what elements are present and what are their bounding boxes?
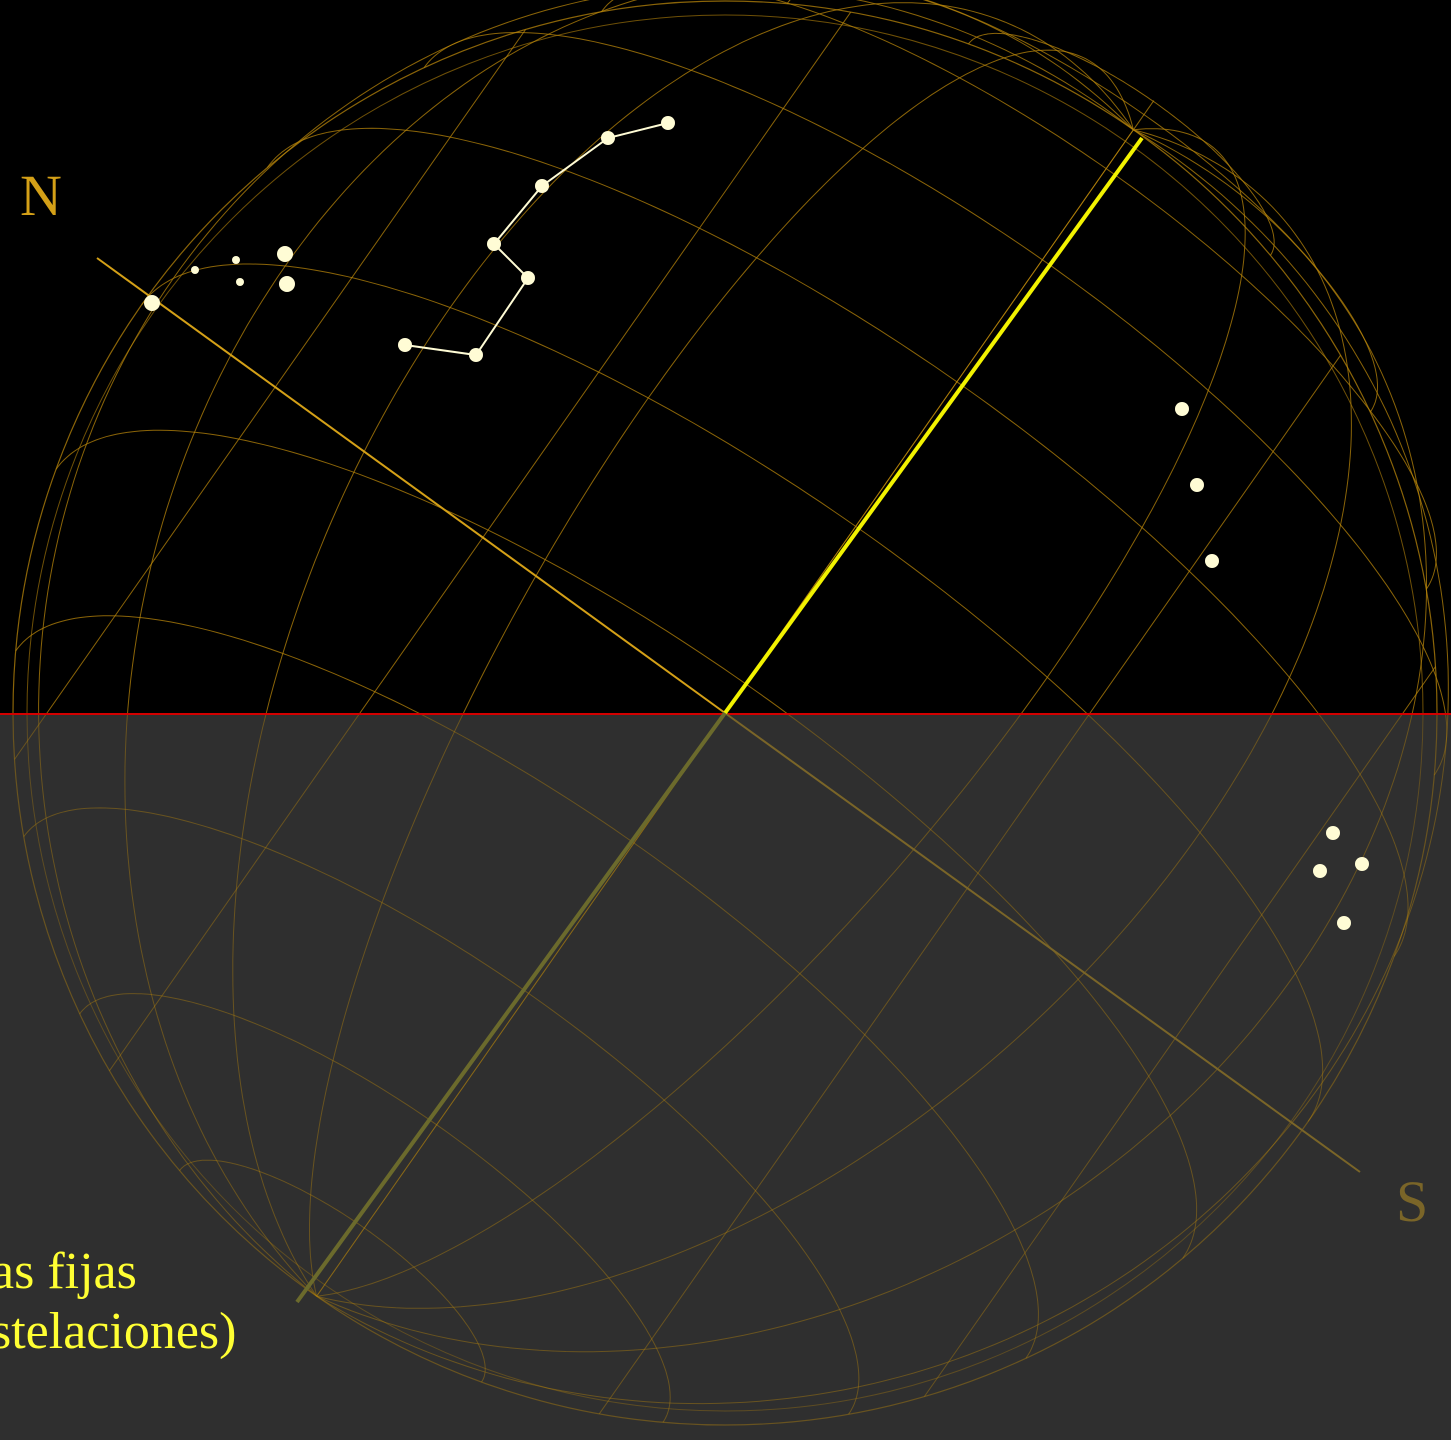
hour-circle: [265, 2, 1134, 714]
star: [191, 266, 199, 274]
caption-line-1: as fijas: [0, 1243, 137, 1300]
hour-circle: [316, 714, 1022, 1297]
hour-circle: [38, 0, 1134, 714]
declination-parallel: [79, 993, 671, 1423]
celestial-grid-below: [12, 714, 1449, 1426]
star: [144, 295, 160, 311]
caption: as fijas stelaciones): [0, 1242, 236, 1362]
hour-circle: [1133, 129, 1449, 714]
hour-circle: [124, 714, 317, 1297]
star: [279, 276, 295, 292]
hour-circle: [316, 714, 725, 1297]
star: [1175, 402, 1189, 416]
hour-circle: [1133, 129, 1427, 714]
grid-line: [923, 714, 1403, 1397]
polar-axis-south: [724, 712, 1361, 1173]
bright-line-below: [295, 711, 727, 1304]
grid-line: [316, 714, 725, 1297]
declination-parallel: [179, 1159, 486, 1383]
star: [521, 271, 535, 285]
grid-line: [598, 714, 1090, 1415]
stars: [144, 116, 1369, 930]
star: [1337, 916, 1351, 930]
hour-circle: [1020, 128, 1246, 714]
star: [236, 278, 244, 286]
star: [535, 179, 549, 193]
star: [398, 338, 412, 352]
axis-lines: [96, 136, 1361, 1304]
polar-axis-north: [96, 257, 726, 714]
hour-circle: [309, 714, 464, 1297]
hour-circle: [316, 714, 1273, 1309]
bright-line-above: [723, 136, 1144, 715]
sky-background: [0, 0, 1451, 714]
grid-line: [45, 29, 527, 714]
sphere-outline: [12, 714, 1438, 1426]
north-label: N: [20, 163, 62, 228]
hour-circle: [232, 714, 318, 1297]
declination-parallel: [1086, 714, 1324, 1122]
declination-parallel: [419, 714, 1039, 1359]
star: [277, 246, 293, 262]
declination-parallel: [23, 807, 860, 1415]
hour-circle: [316, 714, 1413, 1353]
grid-line: [108, 714, 360, 1072]
star: [469, 348, 483, 362]
south-label: S: [1396, 1169, 1429, 1234]
hour-circle: [462, 49, 1134, 714]
hour-circle: [316, 714, 1449, 1405]
below-horizon-background: [0, 714, 1451, 1440]
declination-parallel: [1318, 714, 1409, 957]
star: [1190, 478, 1204, 492]
declination-parallel: [786, 714, 1198, 1259]
star: [601, 131, 615, 145]
star: [1313, 864, 1327, 878]
hour-circle: [126, 0, 1134, 714]
star: [487, 237, 501, 251]
hour-circle: [38, 714, 317, 1297]
star: [1355, 857, 1369, 871]
star: [661, 116, 675, 130]
star: [232, 256, 240, 264]
sphere-inner-outline: [26, 714, 1424, 1412]
star: [1205, 554, 1219, 568]
grid-line: [1088, 354, 1342, 714]
caption-line-2: stelaciones): [0, 1303, 237, 1360]
star: [1326, 826, 1340, 840]
grid-line: [358, 11, 852, 714]
